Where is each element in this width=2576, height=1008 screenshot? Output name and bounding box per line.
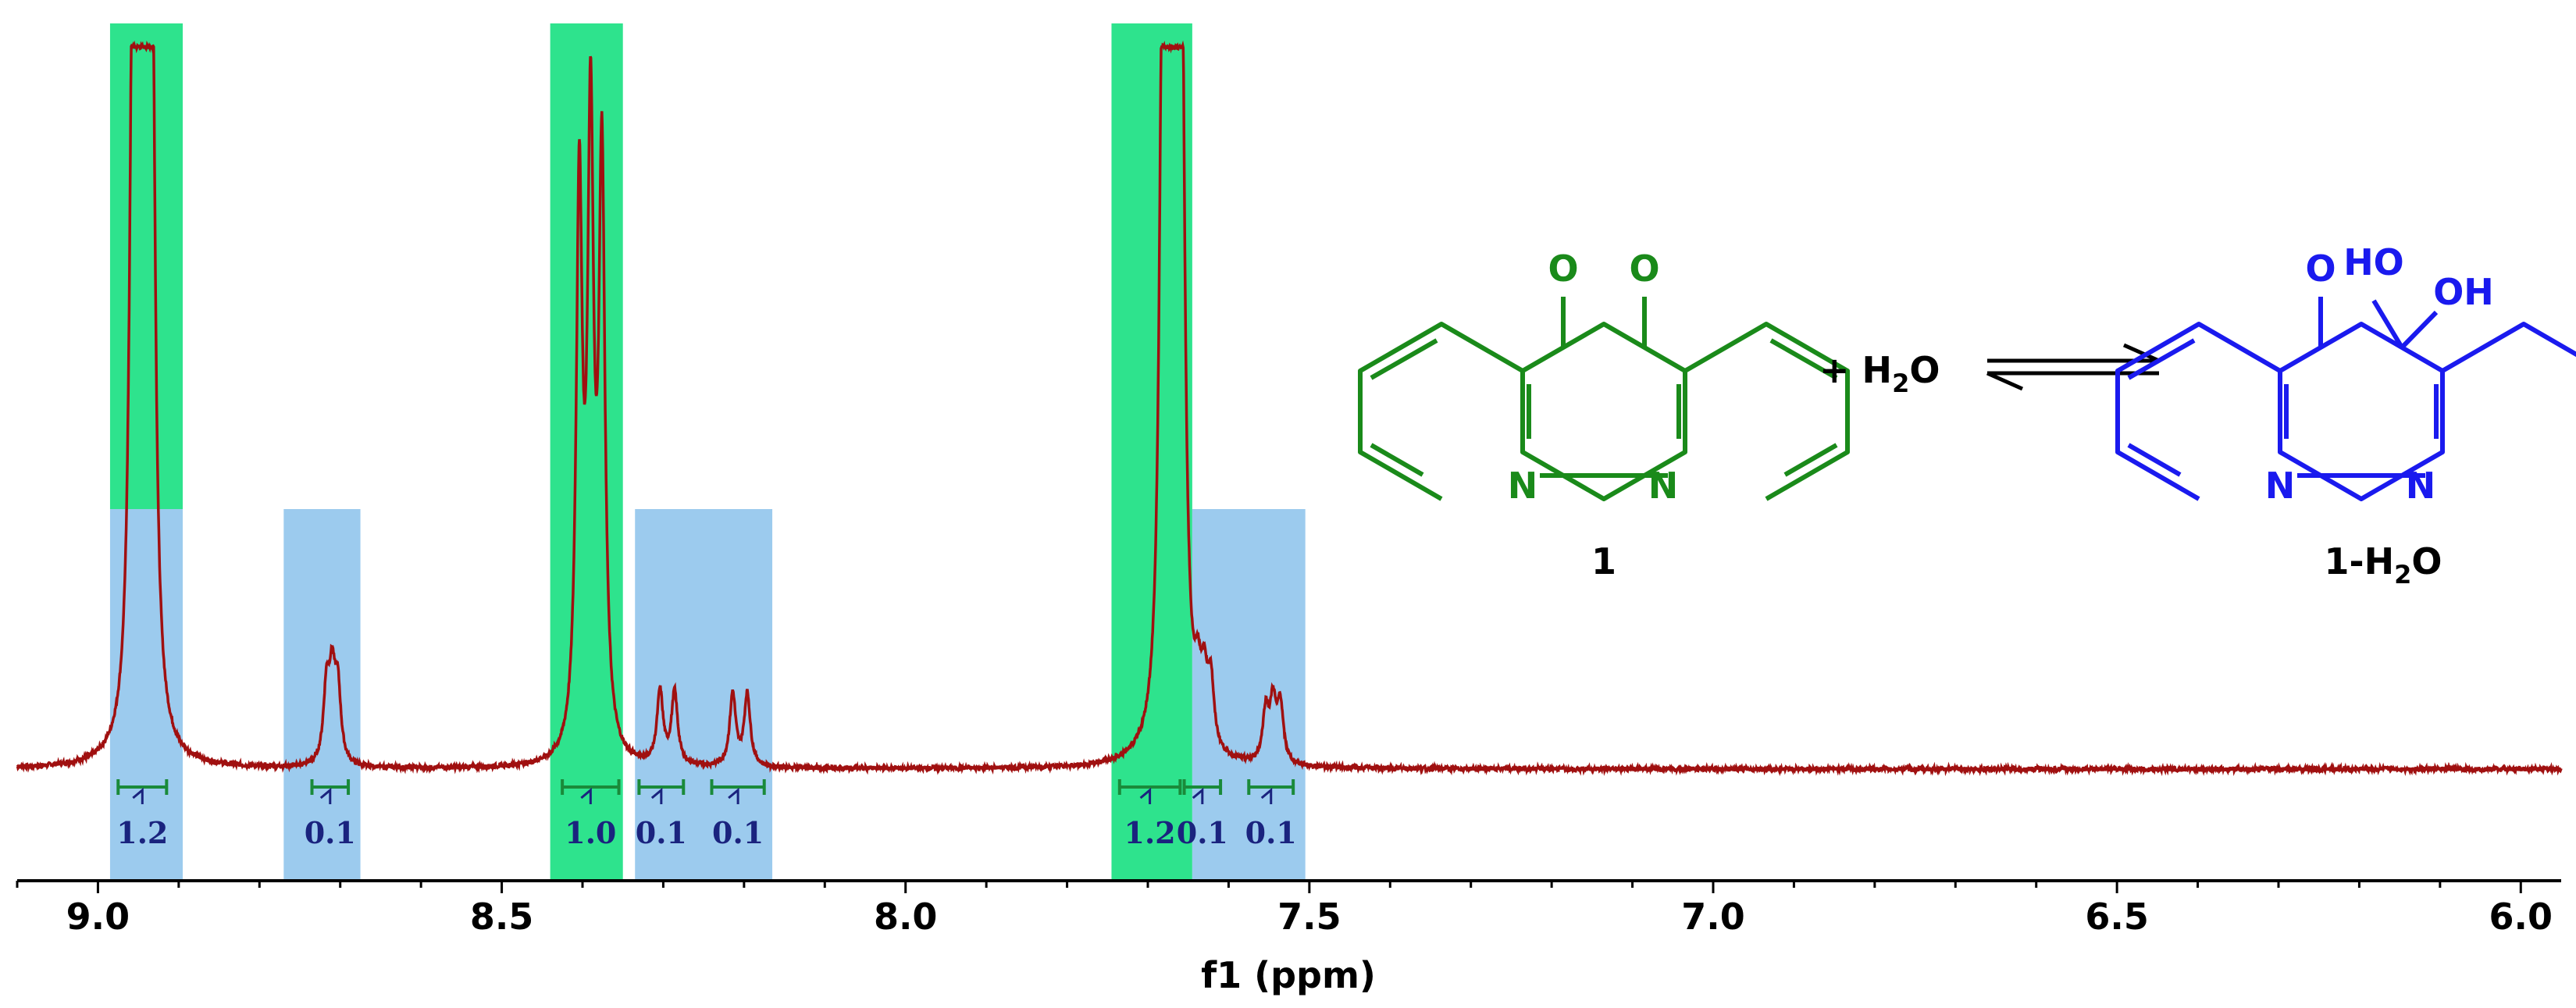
integral-label: 0.1 <box>1245 815 1297 850</box>
compound-1-double-bond <box>1783 443 1838 477</box>
compound-1-nitrogen: N <box>1508 465 1538 507</box>
x-axis: 9.0 8.5 8.0 7.5 7.0 6.5 6.0 <box>16 879 2561 938</box>
integral-label: 0.1 <box>1177 815 1228 850</box>
integral-curve <box>1139 787 1152 804</box>
compound-1-oxygen: O <box>1629 248 1659 290</box>
water-reagent-subscript: 2 <box>1892 369 1909 398</box>
integral-label: 1.0 <box>565 815 616 850</box>
integral-label: 0.1 <box>712 815 764 850</box>
hydrate-left-ring <box>2115 322 2282 501</box>
compound-1-double-bond <box>1769 338 1838 380</box>
integral-marker: 1.0 <box>561 779 621 850</box>
x-axis-title: f1 (ppm) <box>1201 954 1376 996</box>
water-reagent: + H2O <box>1819 349 1940 398</box>
compound-1-hydrate-structure <box>2115 297 2576 501</box>
highlight-band <box>550 23 623 881</box>
hydrate-oxygen: O <box>2305 248 2336 290</box>
highlight-band <box>109 509 183 881</box>
compound-1-right-ring <box>1683 322 1850 501</box>
compound-1-left-ring <box>1358 322 1524 501</box>
integral-markers: 1.2 0.1 1.0 0.1 0.1 1.2 0.1 0.1 <box>116 779 1297 850</box>
integral-marker: 0.1 <box>1177 779 1228 850</box>
integral-curve <box>650 787 663 804</box>
integral-marker: 0.1 <box>710 779 766 850</box>
hydrate-central-ring <box>2278 322 2445 501</box>
hydrate-double-bond <box>2127 443 2182 477</box>
x-tick-label: 8.5 <box>470 896 534 938</box>
water-reagent-prefix: + H <box>1819 349 1892 391</box>
hydrate-double-bond <box>2127 338 2196 380</box>
integral-marker: 0.1 <box>305 779 356 850</box>
integral-label: 0.1 <box>636 815 687 850</box>
compound-1-double-bond <box>1370 443 1424 477</box>
compound-1-nitrogen: N <box>1648 465 1679 507</box>
equilibrium-arrow <box>1986 343 2161 391</box>
integral-marker: 1.2 <box>1117 779 1182 850</box>
integral-marker: 0.1 <box>636 779 687 850</box>
integral-label: 0.1 <box>305 815 356 850</box>
highlight-band <box>1111 23 1192 881</box>
x-tick-label: 6.0 <box>2489 896 2553 938</box>
compound-1-structure <box>1358 297 1850 501</box>
x-tick-label: 6.5 <box>2085 896 2149 938</box>
x-tick-label: 8.0 <box>874 896 938 938</box>
x-tick-label: 9.0 <box>66 896 130 938</box>
nmr-spectrum <box>16 40 2563 777</box>
compound-1-label: 1 <box>1591 540 1616 582</box>
hydrate-label-subscript: 2 <box>2394 560 2411 589</box>
integral-curve <box>728 787 739 804</box>
integral-marker: 1.2 <box>116 779 168 850</box>
hydrate-hydroxyl-bond <box>2371 299 2404 349</box>
compound-1-oxygen: O <box>1548 248 1578 290</box>
compound-1-hydrate-label: 1-H2O <box>2325 540 2442 589</box>
integral-curve <box>319 787 332 804</box>
highlight-band <box>1192 509 1306 881</box>
hydrate-nitrogen: N <box>2265 465 2296 507</box>
compound-1-central-ring <box>1520 322 1687 501</box>
compound-1-double-bond <box>1370 338 1438 380</box>
hydrate-nitrogen: N <box>2406 465 2436 507</box>
integral-curve <box>132 787 144 804</box>
hydrate-right-ring <box>2441 322 2576 373</box>
integral-curve <box>1192 787 1204 804</box>
integral-label: 1.2 <box>116 815 168 850</box>
integral-marker: 0.1 <box>1245 779 1297 850</box>
hydrate-hydroxyl: OH <box>2433 271 2494 313</box>
hydrate-hydroxyl-bond <box>2400 310 2439 350</box>
hydrate-hydroxyl: HO <box>2343 241 2404 283</box>
spectrum-trace <box>16 40 2563 777</box>
hydrate-label-suffix: O <box>2411 540 2442 582</box>
integral-label: 1.2 <box>1124 815 1176 850</box>
x-tick-label: 7.0 <box>1681 896 1745 938</box>
highlight-band <box>283 509 361 881</box>
integral-curve <box>1260 787 1273 804</box>
water-reagent-suffix: O <box>1909 349 1940 391</box>
x-tick-label: 7.5 <box>1277 896 1341 938</box>
highlight-band <box>109 23 183 509</box>
hydrate-label-main: 1-H <box>2325 540 2395 582</box>
integral-curve <box>580 787 592 804</box>
